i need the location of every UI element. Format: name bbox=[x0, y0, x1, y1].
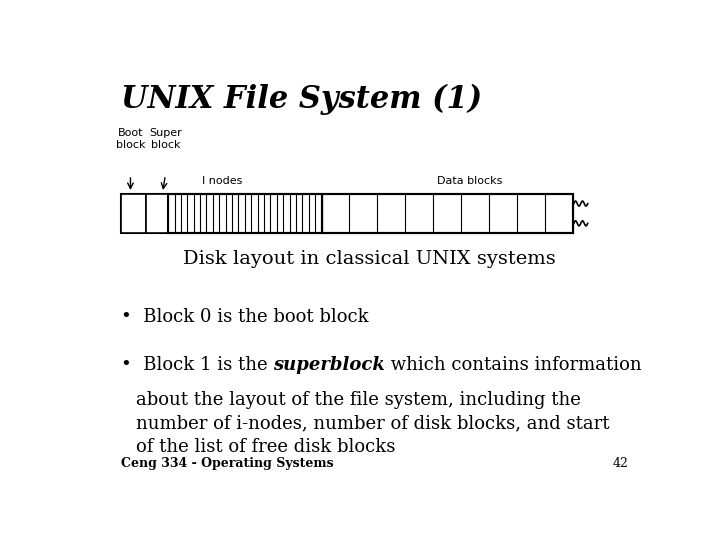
Text: Data blocks: Data blocks bbox=[437, 176, 502, 186]
Bar bbox=[168, 194, 322, 233]
Text: Disk layout in classical UNIX systems: Disk layout in classical UNIX systems bbox=[183, 250, 555, 268]
Text: superblock: superblock bbox=[273, 356, 385, 374]
Bar bbox=[145, 194, 168, 233]
Text: •  Block 1 is the: • Block 1 is the bbox=[121, 356, 273, 374]
Bar bbox=[322, 194, 572, 233]
Text: Super
block: Super block bbox=[149, 129, 181, 150]
Bar bbox=[121, 194, 572, 233]
Text: which contains information: which contains information bbox=[385, 356, 642, 374]
Text: Ceng 334 - Operating Systems: Ceng 334 - Operating Systems bbox=[121, 457, 333, 470]
Text: UNIX File System (1): UNIX File System (1) bbox=[121, 84, 482, 114]
Bar bbox=[121, 194, 145, 233]
Text: •  Block 0 is the boot block: • Block 0 is the boot block bbox=[121, 308, 369, 326]
Text: I nodes: I nodes bbox=[202, 176, 243, 186]
Text: Boot
block: Boot block bbox=[116, 129, 145, 150]
Text: about the layout of the file system, including the
number of i-nodes, number of : about the layout of the file system, inc… bbox=[136, 391, 610, 456]
Text: 42: 42 bbox=[613, 457, 629, 470]
